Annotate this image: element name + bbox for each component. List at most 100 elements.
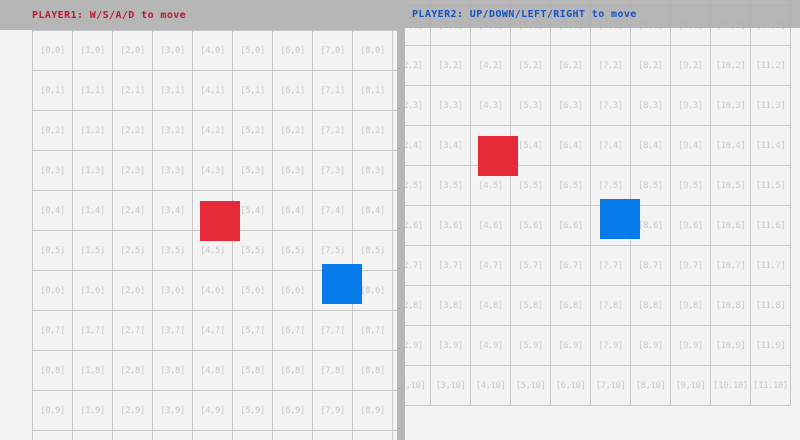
grid-cell: [2,3] bbox=[113, 151, 153, 191]
cell-coordinate-label: [8,2] bbox=[638, 60, 663, 71]
grid-cell: [2,9] bbox=[405, 326, 431, 366]
cell-coordinate-label: [7,2] bbox=[320, 125, 345, 136]
cell-coordinate-label: [3,8] bbox=[438, 300, 463, 311]
grid-cell: [6,1] bbox=[273, 71, 313, 111]
cell-coordinate-label: [5,9] bbox=[240, 405, 265, 416]
grid-cell: [2,7] bbox=[405, 246, 431, 286]
cell-coordinate-label: [2,2] bbox=[405, 60, 423, 71]
cell-coordinate-label: [1,4] bbox=[80, 205, 105, 216]
cell-coordinate-label: [0,5] bbox=[40, 245, 65, 256]
grid-cell: [2,1] bbox=[113, 71, 153, 111]
grid-cell: [7,3] bbox=[313, 151, 353, 191]
cell-coordinate-label: [8,7] bbox=[360, 325, 385, 336]
grid-cell: [5,0] bbox=[233, 31, 273, 71]
grid-cell: [4,10] bbox=[471, 366, 511, 406]
cell-coordinate-label: [6,1] bbox=[280, 85, 305, 96]
cell-coordinate-label: [8,7] bbox=[638, 260, 663, 271]
grid-cell: [3,3] bbox=[153, 151, 193, 191]
cell-coordinate-label: [1,8] bbox=[80, 365, 105, 376]
grid-cell: [3,6] bbox=[153, 271, 193, 311]
cell-coordinate-label: [5,7] bbox=[518, 260, 543, 271]
cell-coordinate-label: [11,9] bbox=[755, 340, 786, 351]
grid-cell: [4,2] bbox=[471, 46, 511, 86]
grid-cell: [8,0] bbox=[353, 31, 393, 71]
player1-square bbox=[478, 136, 518, 176]
grid-cell: [10,5] bbox=[711, 166, 751, 206]
cell-coordinate-label: [2,1] bbox=[120, 85, 145, 96]
grid-cell: [2,5] bbox=[405, 166, 431, 206]
cell-coordinate-label: [5,3] bbox=[518, 100, 543, 111]
cell-coordinate-label: [8,1] bbox=[360, 85, 385, 96]
cell-coordinate-label: [0,0] bbox=[40, 45, 65, 56]
grid-cell: [9,0] bbox=[393, 31, 397, 71]
grid-cell: [3,6] bbox=[431, 206, 471, 246]
cell-coordinate-label: [2,0] bbox=[120, 45, 145, 56]
grid-cell: [3,8] bbox=[431, 286, 471, 326]
cell-coordinate-label: [6,5] bbox=[558, 180, 583, 191]
cell-coordinate-label: [8,0] bbox=[360, 45, 385, 56]
grid-cell: [0,6] bbox=[33, 271, 73, 311]
cell-coordinate-label: [8,2] bbox=[360, 125, 385, 136]
grid-cell: [9,3] bbox=[671, 86, 711, 126]
grid-cell: [9,8] bbox=[393, 351, 397, 391]
grid-cell: [8,2] bbox=[631, 46, 671, 86]
cell-coordinate-label: [5,0] bbox=[240, 45, 265, 56]
grid-cell: [9,5] bbox=[671, 166, 711, 206]
cell-coordinate-label: [9,7] bbox=[678, 260, 703, 271]
player1-view[interactable]: [0,0] [1,0] [2,0] [3,0] [4,0] [5,0] [6,0] [7,0]… bbox=[0, 0, 397, 440]
cell-coordinate-label: [4,9] bbox=[478, 340, 503, 351]
grid-cell: [4,8] bbox=[193, 351, 233, 391]
grid-cell: [0,2] bbox=[33, 111, 73, 151]
cell-coordinate-label: [2,2] bbox=[120, 125, 145, 136]
cell-coordinate-label: [2,7] bbox=[405, 260, 423, 271]
grid-cell: [11,5] bbox=[751, 166, 791, 206]
cell-coordinate-label: [8,3] bbox=[638, 100, 663, 111]
cell-coordinate-label: [2,4] bbox=[120, 205, 145, 216]
cell-coordinate-label: [0,4] bbox=[40, 205, 65, 216]
grid-cell: [3,4] bbox=[431, 126, 471, 166]
cell-coordinate-label: [8,5] bbox=[360, 245, 385, 256]
player2-view[interactable]: [0,0][1,0][2,0][3,0][4,0][5,0][6,0][7,0]… bbox=[405, 0, 800, 440]
grid-cell: [7,9] bbox=[591, 326, 631, 366]
cell-coordinate-label: [6,7] bbox=[280, 325, 305, 336]
grid-cell: [7,4] bbox=[313, 191, 353, 231]
cell-coordinate-label: [7,2] bbox=[598, 60, 623, 71]
grid-cell: [5,5] bbox=[233, 231, 273, 271]
player2-title: PLAYER2: UP/DOWN/LEFT/RIGHT to move bbox=[412, 8, 637, 20]
grid-cell: [9,2] bbox=[393, 111, 397, 151]
cell-coordinate-label: [7,3] bbox=[320, 165, 345, 176]
cell-coordinate-label: [3,8] bbox=[160, 365, 185, 376]
cell-coordinate-label: [7,8] bbox=[320, 365, 345, 376]
cell-coordinate-label: [5,3] bbox=[240, 165, 265, 176]
grid-cell: [2,8] bbox=[113, 351, 153, 391]
grid-cell: [9,9] bbox=[671, 326, 711, 366]
grid-cell: [9,9] bbox=[393, 391, 397, 431]
grid-cell: [1,7] bbox=[73, 311, 113, 351]
grid-cell: [6,9] bbox=[551, 326, 591, 366]
cell-coordinate-label: [1,0] bbox=[80, 45, 105, 56]
grid-cell: [7,2] bbox=[591, 46, 631, 86]
grid-cell: [3,7] bbox=[153, 311, 193, 351]
cell-coordinate-label: [9,2] bbox=[678, 60, 703, 71]
cell-coordinate-label: [5,10] bbox=[515, 380, 546, 391]
grid-cell: [3,2] bbox=[153, 111, 193, 151]
grid-cell: [2,10] bbox=[113, 431, 153, 440]
cell-coordinate-label: [11,6] bbox=[755, 220, 786, 231]
grid-cell: [6,5] bbox=[273, 231, 313, 271]
grid-cell: [2,5] bbox=[113, 231, 153, 271]
cell-coordinate-label: [9,8] bbox=[678, 300, 703, 311]
grid-cell: [11,3] bbox=[751, 86, 791, 126]
cell-coordinate-label: [5,1] bbox=[240, 85, 265, 96]
cell-coordinate-label: [2,10] bbox=[405, 380, 426, 391]
cell-coordinate-label: [10,8] bbox=[715, 300, 746, 311]
cell-coordinate-label: [8,6] bbox=[360, 285, 385, 296]
cell-coordinate-label: [2,6] bbox=[405, 220, 423, 231]
grid-cell: [6,7] bbox=[273, 311, 313, 351]
cell-coordinate-label: [6,3] bbox=[558, 100, 583, 111]
cell-coordinate-label: [6,4] bbox=[280, 205, 305, 216]
grid-cell: [1,10] bbox=[73, 431, 113, 440]
cell-coordinate-label: [4,3] bbox=[200, 165, 225, 176]
cell-coordinate-label: [5,5] bbox=[518, 180, 543, 191]
cell-coordinate-label: [11,2] bbox=[755, 60, 786, 71]
grid-cell: [3,4] bbox=[153, 191, 193, 231]
